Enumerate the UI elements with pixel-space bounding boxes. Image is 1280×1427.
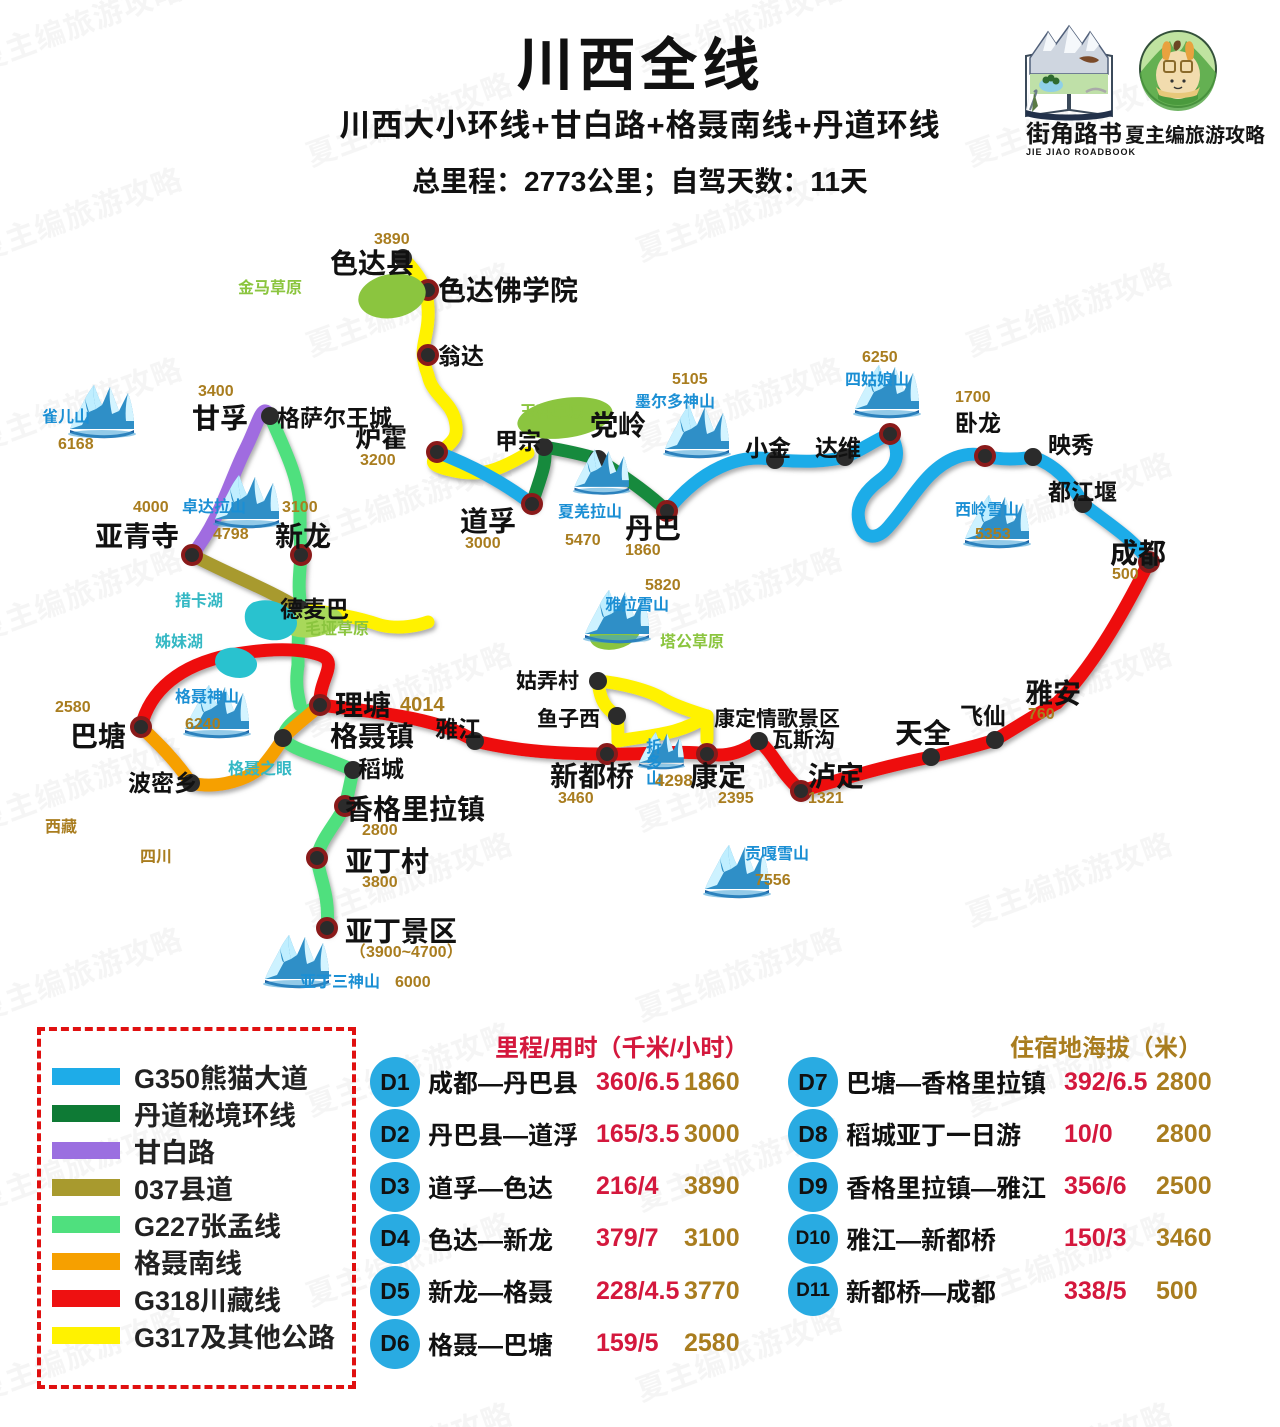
svg-text:街角路书: 街角路书 bbox=[1026, 121, 1122, 148]
svg-text:夏主编旅游攻略: 夏主编旅游攻略 bbox=[1125, 123, 1265, 147]
svg-text:JIE JIAO ROADBOOK: JIE JIAO ROADBOOK bbox=[1026, 147, 1136, 157]
